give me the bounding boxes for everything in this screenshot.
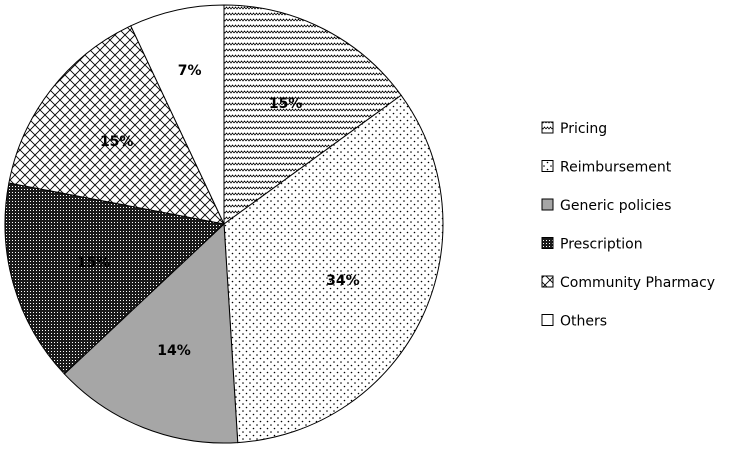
legend-label: Community Pharmacy [560, 275, 715, 291]
legend-swatch [541, 314, 554, 326]
pie-slice-generic-policies [63, 222, 239, 444]
legend-label: Generic policies [560, 198, 671, 214]
data-label: 15% [269, 96, 303, 112]
data-label: 15% [100, 134, 134, 150]
pie-slice-others [130, 4, 225, 225]
data-label: 15% [77, 255, 111, 271]
pie-data-labels: 15% 34% 14% 15% 15% 7% [77, 63, 360, 359]
pie-slice-community-pharmacy [8, 25, 225, 225]
legend-label: Reimbursement [560, 160, 672, 176]
pie-slice-reimbursement [223, 94, 444, 444]
legend-label: Others [560, 314, 607, 330]
data-label: 34% [326, 273, 360, 289]
legend-swatch [541, 275, 554, 288]
legend-swatch [541, 237, 554, 249]
legend-swatch [541, 198, 554, 211]
data-label: 7% [178, 63, 202, 79]
legend: Pricing Reimbursement Generic policies Pres… [541, 121, 715, 330]
legend-label: Prescription [560, 237, 643, 253]
legend-swatch [541, 160, 554, 172]
legend-swatch [541, 121, 554, 134]
pie-slice-prescription [4, 182, 226, 375]
pie-slices [4, 4, 444, 444]
data-label: 14% [157, 343, 191, 359]
legend-label: Pricing [560, 121, 607, 137]
pie-slice-pricing [223, 4, 402, 225]
